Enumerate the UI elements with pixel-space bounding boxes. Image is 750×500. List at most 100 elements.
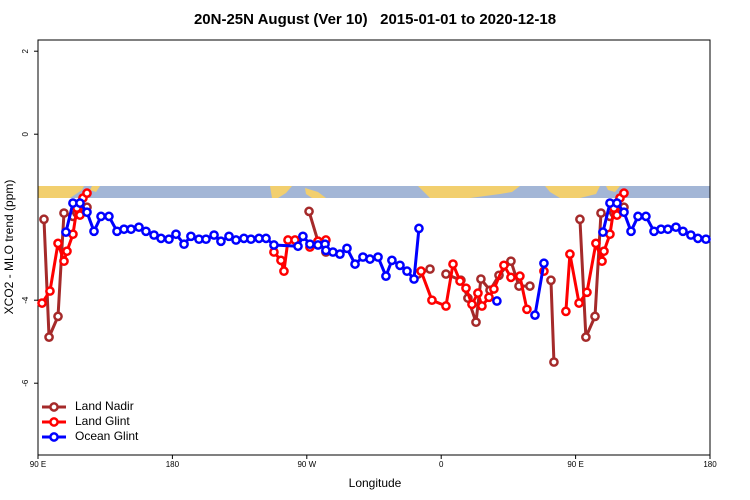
data-point [279, 266, 289, 277]
map-ocean [38, 186, 710, 198]
data-point [276, 255, 286, 266]
data-point [246, 234, 256, 245]
map-land [38, 186, 84, 198]
x-tick-label: 180 [166, 460, 180, 469]
data-point [104, 211, 114, 222]
data-point [473, 288, 483, 298]
data-point [53, 238, 63, 249]
data-point [164, 234, 174, 245]
data-point [467, 299, 477, 310]
data-point [373, 252, 383, 262]
data-point [471, 317, 481, 328]
data-point [641, 211, 651, 222]
data-point [693, 233, 703, 244]
data-point [387, 255, 397, 266]
data-point [530, 310, 540, 320]
data-point [525, 281, 535, 291]
data-point [231, 235, 241, 245]
data-point [134, 222, 144, 233]
data-point [416, 266, 426, 277]
data-point [82, 207, 92, 218]
data-point [441, 301, 451, 311]
data-point [269, 240, 279, 250]
data-point [477, 301, 487, 311]
data-point [590, 311, 600, 322]
map-land [90, 186, 100, 192]
data-point [298, 231, 308, 242]
map-land [305, 188, 326, 198]
data-point [381, 271, 391, 281]
map-land [270, 186, 292, 198]
data-point [591, 238, 601, 249]
data-point [350, 259, 360, 269]
data-point [575, 214, 585, 225]
data-point [402, 266, 412, 277]
data-point [522, 304, 532, 315]
data-point [39, 214, 49, 225]
data-point [186, 231, 196, 242]
data-point [224, 231, 234, 242]
y-tick-label: 0 [21, 131, 30, 136]
x-axis-label: Longitude [349, 476, 402, 490]
data-point [633, 211, 643, 222]
data-point [414, 223, 424, 234]
x-tick-label: 90 E [567, 460, 583, 469]
data-point [216, 236, 226, 247]
data-point [549, 357, 559, 367]
plot-frame [37, 39, 711, 456]
data-point [492, 296, 502, 306]
data-point [89, 226, 99, 237]
legend-label: Ocean Glint [75, 429, 139, 443]
data-point [678, 226, 688, 237]
data-point [561, 306, 571, 317]
x-tick-label: 180 [703, 460, 717, 469]
data-point [546, 275, 556, 286]
data-point [612, 198, 622, 208]
data-point [126, 224, 136, 235]
data-point [597, 256, 607, 267]
data-point [448, 259, 458, 269]
data-point [171, 229, 181, 240]
legend-marker [49, 417, 59, 427]
legend-label: Land Nadir [75, 399, 134, 413]
map-land [606, 186, 620, 192]
data-point [96, 211, 106, 222]
data-point [75, 198, 85, 208]
data-point [335, 249, 345, 259]
data-point [455, 276, 465, 286]
data-point [209, 230, 219, 240]
data-point [581, 332, 591, 342]
x-tick-label: 0 [439, 460, 444, 469]
data-point [499, 260, 509, 271]
data-point [201, 234, 211, 245]
map-land [545, 186, 600, 198]
data-point [626, 226, 636, 237]
x-tick-label: 90 E [30, 460, 46, 469]
data-point [365, 254, 375, 264]
chart-title: 20N-25N August (Ver 10) 2015-01-01 to 20… [194, 11, 556, 28]
legend-marker [49, 402, 59, 412]
data-point [484, 292, 494, 303]
data-point [304, 206, 314, 217]
data-point [506, 256, 516, 267]
data-point [565, 249, 575, 259]
data-point [489, 284, 499, 294]
data-point [596, 208, 606, 218]
data-point [539, 258, 549, 269]
data-point [37, 298, 47, 308]
data-point [261, 233, 271, 244]
data-point [59, 256, 69, 267]
y-tick-label: -4 [21, 296, 30, 304]
data-point [61, 227, 71, 237]
map-strip [38, 186, 710, 198]
data-point [599, 246, 609, 257]
legend-label: Land Glint [75, 414, 130, 428]
data-point [305, 239, 315, 250]
data-point [515, 271, 525, 281]
map-land [418, 186, 520, 198]
data-point [427, 295, 437, 306]
y-axis-label: XCO2 - MLO trend (ppm) [2, 180, 16, 315]
data-point [53, 311, 63, 322]
